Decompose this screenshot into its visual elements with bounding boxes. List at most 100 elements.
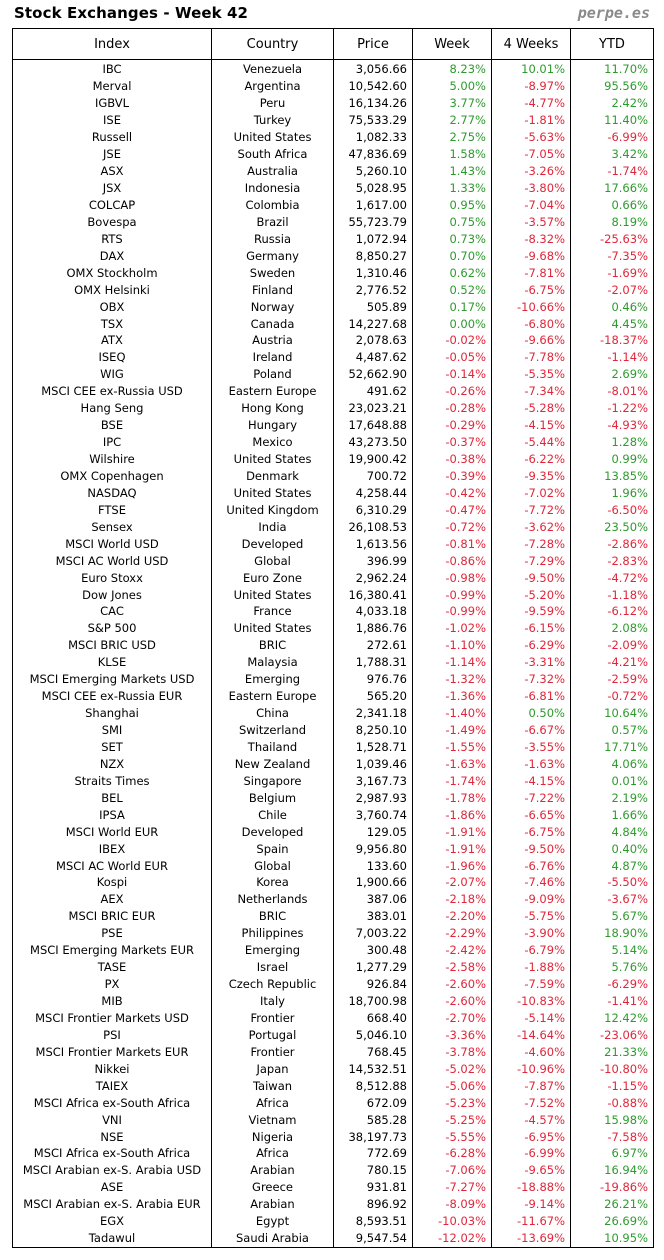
four-week-change-cell: -7.28% bbox=[491, 535, 571, 553]
table-row: IBC Venezuela 3,056.66 8.23% 10.01% 11.70% bbox=[12, 59, 654, 78]
four-week-change-cell: -7.22% bbox=[491, 789, 571, 807]
four-week-change-cell: -18.88% bbox=[491, 1178, 571, 1196]
table-row: MSCI Frontier Markets EUR Frontier 768.45-… bbox=[12, 1043, 654, 1061]
ytd-change-cell: 10.64% bbox=[570, 704, 654, 722]
week-change-cell: 2.77% bbox=[412, 111, 492, 129]
four-week-change-cell: -14.64% bbox=[491, 1026, 571, 1044]
ytd-change-cell: 0.66% bbox=[570, 196, 654, 214]
week-change-cell: -0.38% bbox=[412, 450, 492, 468]
ytd-change-cell: 16.94% bbox=[570, 1161, 654, 1179]
ytd-change-cell: -5.50% bbox=[570, 874, 654, 891]
ytd-change-cell: 21.33% bbox=[570, 1043, 654, 1061]
country-cell: Developed bbox=[211, 535, 334, 553]
week-change-cell: -2.20% bbox=[412, 907, 492, 925]
price-cell: 585.28 bbox=[333, 1111, 413, 1129]
price-cell: 52,662.90 bbox=[333, 365, 413, 383]
table-row: BSE Hungary 17,648.88 -0.29% -4.15% -4.93% bbox=[12, 416, 654, 434]
ytd-change-cell: 5.76% bbox=[570, 958, 654, 976]
country-cell: Denmark bbox=[211, 467, 334, 485]
price-cell: 5,028.95 bbox=[333, 179, 413, 197]
index-cell: MSCI Frontier Markets EUR bbox=[12, 1043, 212, 1061]
ytd-change-cell: -2.83% bbox=[570, 552, 654, 570]
four-week-change-cell: -10.83% bbox=[491, 992, 571, 1010]
ytd-change-cell: -6.29% bbox=[570, 975, 654, 993]
country-cell: Global bbox=[211, 857, 334, 874]
four-week-change-cell: -6.75% bbox=[491, 823, 571, 841]
country-cell: United States bbox=[211, 450, 334, 468]
price-cell: 47,836.69 bbox=[333, 145, 413, 163]
ytd-change-cell: 0.46% bbox=[570, 298, 654, 316]
country-cell: Portugal bbox=[211, 1026, 334, 1044]
country-cell: Emerging bbox=[211, 941, 334, 959]
price-cell: 1,613.56 bbox=[333, 535, 413, 553]
four-week-change-cell: -3.31% bbox=[491, 653, 571, 671]
country-cell: Brazil bbox=[211, 213, 334, 231]
week-change-cell: -2.42% bbox=[412, 941, 492, 959]
country-cell: China bbox=[211, 704, 334, 722]
table-row: COLCAP Colombia 1,617.00 0.95% -7.04% 0.66% bbox=[12, 196, 654, 214]
table-row: MSCI World USD Developed 1,613.56 -0.81% -7.… bbox=[12, 535, 654, 553]
index-cell: Nikkei bbox=[12, 1060, 212, 1078]
price-cell: 129.05 bbox=[333, 823, 413, 841]
ytd-change-cell: 95.56% bbox=[570, 77, 654, 95]
price-cell: 23,023.21 bbox=[333, 399, 413, 417]
index-cell: MSCI Frontier Markets USD bbox=[12, 1009, 212, 1027]
table-row: FTSE United Kingdom 6,310.29 -0.47% -7.72% -6… bbox=[12, 501, 654, 519]
country-cell: Arabian bbox=[211, 1161, 334, 1179]
index-cell: MSCI BRIC USD bbox=[12, 636, 212, 654]
ytd-change-cell: -2.86% bbox=[570, 535, 654, 553]
price-cell: 772.69 bbox=[333, 1145, 413, 1162]
index-cell: NASDAQ bbox=[12, 484, 212, 502]
four-week-change-cell: -7.72% bbox=[491, 501, 571, 519]
table-row: Sensex India 26,108.53 -0.72% -3.62% 23.50% bbox=[12, 518, 654, 536]
four-week-change-cell: -3.80% bbox=[491, 179, 571, 197]
index-cell: OMX Stockholm bbox=[12, 264, 212, 282]
four-week-change-cell: -11.67% bbox=[491, 1212, 571, 1230]
ytd-change-cell: 26.21% bbox=[570, 1195, 654, 1213]
table-row: Nikkei Japan 14,532.51 -5.02% -10.96% -10.80% bbox=[12, 1060, 654, 1078]
table-row: Hang Seng Hong Kong 23,023.21 -0.28% -5.28% -… bbox=[12, 399, 654, 417]
ytd-change-cell: -3.67% bbox=[570, 890, 654, 908]
table-row: MSCI World EUR Developed 129.05 -1.91% -6.75… bbox=[12, 823, 654, 841]
week-change-cell: 0.75% bbox=[412, 213, 492, 231]
ytd-change-cell: -25.63% bbox=[570, 230, 654, 248]
ytd-change-cell: 1.28% bbox=[570, 433, 654, 451]
country-cell: New Zealand bbox=[211, 755, 334, 773]
week-change-cell: 0.62% bbox=[412, 264, 492, 282]
table-row: ISE Turkey 75,533.29 2.77% -1.81% 11.40% bbox=[12, 111, 654, 129]
index-cell: SET bbox=[12, 738, 212, 756]
price-cell: 383.01 bbox=[333, 907, 413, 925]
ytd-change-cell: 2.42% bbox=[570, 94, 654, 112]
country-cell: Frontier bbox=[211, 1009, 334, 1027]
ytd-change-cell: 13.85% bbox=[570, 467, 654, 485]
ytd-change-cell: -6.99% bbox=[570, 128, 654, 146]
country-cell: Vietnam bbox=[211, 1111, 334, 1129]
week-change-cell: -3.36% bbox=[412, 1026, 492, 1044]
four-week-change-cell: -10.96% bbox=[491, 1060, 571, 1078]
price-cell: 387.06 bbox=[333, 890, 413, 908]
four-week-change-cell: -3.90% bbox=[491, 924, 571, 942]
country-cell: Poland bbox=[211, 365, 334, 383]
four-week-change-cell: -6.76% bbox=[491, 857, 571, 874]
four-week-change-cell: 0.50% bbox=[491, 704, 571, 722]
country-cell: Thailand bbox=[211, 738, 334, 756]
price-cell: 2,987.93 bbox=[333, 789, 413, 807]
week-change-cell: -1.86% bbox=[412, 806, 492, 824]
table-row: NZX New Zealand 1,039.46 -1.63% -1.63% 4.06% bbox=[12, 755, 654, 773]
week-change-cell: 1.43% bbox=[412, 162, 492, 180]
four-week-change-cell: -4.57% bbox=[491, 1111, 571, 1129]
week-change-cell: -5.55% bbox=[412, 1128, 492, 1145]
index-cell: TSX bbox=[12, 315, 212, 332]
four-week-change-cell: -9.50% bbox=[491, 840, 571, 858]
week-change-cell: -2.18% bbox=[412, 890, 492, 908]
price-cell: 8,593.51 bbox=[333, 1212, 413, 1230]
week-change-cell: -0.05% bbox=[412, 348, 492, 366]
table-row: IBEX Spain 9,956.80 -1.91% -9.50% 0.40% bbox=[12, 840, 654, 858]
price-cell: 14,227.68 bbox=[333, 315, 413, 332]
price-cell: 7,003.22 bbox=[333, 924, 413, 942]
four-week-change-cell: -7.32% bbox=[491, 670, 571, 688]
price-cell: 10,542.60 bbox=[333, 77, 413, 95]
price-cell: 2,962.24 bbox=[333, 569, 413, 587]
table-row: ISEQ Ireland 4,487.62 -0.05% -7.78% -1.14% bbox=[12, 348, 654, 366]
week-change-cell: -1.32% bbox=[412, 670, 492, 688]
